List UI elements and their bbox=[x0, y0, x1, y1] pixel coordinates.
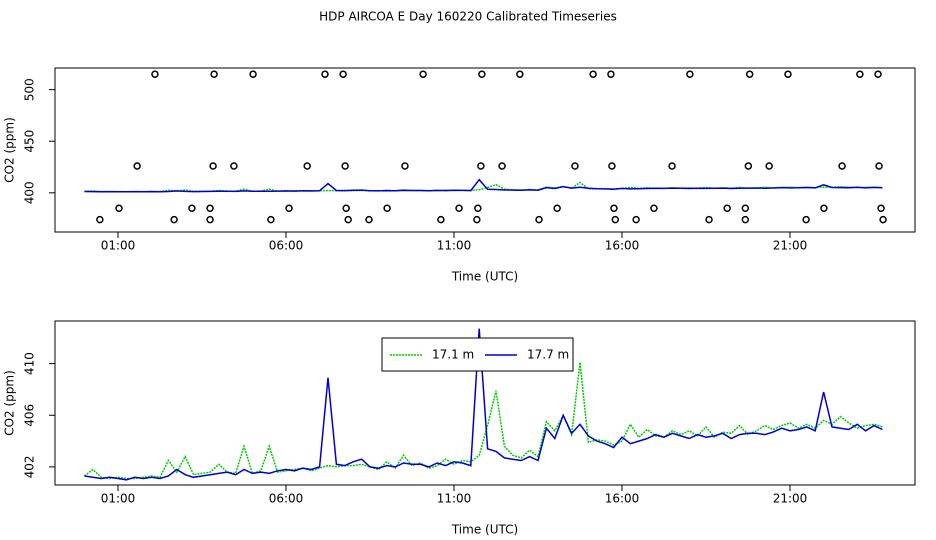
x-tick-label: 06:00 bbox=[269, 239, 304, 253]
point bbox=[611, 215, 620, 224]
point bbox=[838, 162, 846, 170]
point bbox=[477, 162, 485, 170]
point bbox=[210, 70, 218, 78]
y-tick-label: 500 bbox=[23, 78, 37, 101]
point bbox=[133, 162, 141, 170]
x-tick-label: 21:00 bbox=[773, 492, 808, 506]
point bbox=[875, 162, 883, 170]
point bbox=[206, 215, 214, 224]
point bbox=[249, 70, 257, 78]
line-series bbox=[84, 328, 883, 481]
x-tick-label: 06:00 bbox=[269, 492, 304, 506]
point bbox=[535, 215, 543, 224]
x-tick-label: 16:00 bbox=[605, 492, 640, 506]
plot-box bbox=[54, 320, 916, 486]
point bbox=[765, 162, 773, 170]
point bbox=[342, 204, 350, 213]
point bbox=[802, 215, 810, 224]
x-axis-label: Time (UTC) bbox=[451, 270, 518, 284]
x-tick-label: 21:00 bbox=[773, 239, 808, 253]
point bbox=[303, 162, 311, 170]
point bbox=[571, 162, 579, 170]
point bbox=[96, 215, 104, 224]
point bbox=[879, 215, 887, 224]
point bbox=[498, 162, 506, 170]
y-tick-label: 410 bbox=[23, 352, 37, 375]
point bbox=[607, 70, 615, 78]
chart-title: HDP AIRCOA E Day 160220 Calibrated Times… bbox=[319, 10, 617, 24]
y-tick-label: 402 bbox=[23, 455, 37, 478]
point bbox=[610, 204, 618, 213]
point bbox=[285, 204, 293, 213]
point bbox=[341, 162, 349, 170]
point bbox=[478, 70, 486, 78]
point bbox=[151, 70, 159, 78]
point bbox=[608, 162, 616, 170]
point bbox=[321, 70, 329, 78]
point bbox=[686, 70, 694, 78]
point bbox=[745, 70, 754, 78]
point bbox=[632, 215, 640, 224]
point bbox=[206, 204, 214, 213]
point bbox=[784, 70, 792, 78]
y-axis-label: CO2 (ppm) bbox=[3, 370, 17, 436]
y-tick-label: 450 bbox=[23, 130, 37, 153]
x-tick-label: 16:00 bbox=[605, 239, 640, 253]
point bbox=[650, 204, 658, 213]
point bbox=[437, 215, 445, 224]
x-tick-label: 01:00 bbox=[101, 492, 136, 506]
point bbox=[874, 70, 882, 78]
point bbox=[365, 215, 373, 224]
y-tick-label: 406 bbox=[23, 404, 37, 427]
point bbox=[705, 215, 713, 224]
y-tick-label: 400 bbox=[23, 181, 37, 204]
point bbox=[339, 70, 347, 78]
point bbox=[209, 162, 217, 170]
legend-label: 17.1 m bbox=[432, 348, 474, 362]
point bbox=[170, 215, 178, 224]
x-tick-label: 11:00 bbox=[437, 239, 472, 253]
x-tick-label: 01:00 bbox=[101, 239, 136, 253]
legend-label: 17.7 m bbox=[527, 348, 569, 362]
point bbox=[553, 204, 561, 213]
point bbox=[741, 215, 750, 224]
point bbox=[419, 70, 427, 78]
x-tick-label: 11:00 bbox=[437, 492, 472, 506]
y-axis-label: CO2 (ppm) bbox=[3, 117, 17, 183]
legend-box bbox=[381, 337, 574, 372]
point bbox=[267, 215, 275, 224]
point bbox=[741, 204, 750, 213]
plot-box bbox=[54, 67, 916, 233]
point bbox=[820, 204, 828, 213]
point bbox=[383, 204, 391, 213]
point bbox=[723, 204, 731, 213]
x-axis-label: Time (UTC) bbox=[451, 523, 518, 537]
point bbox=[115, 204, 123, 213]
point bbox=[589, 70, 597, 78]
point bbox=[455, 204, 463, 213]
point bbox=[188, 204, 196, 213]
point bbox=[744, 162, 753, 170]
point bbox=[856, 70, 864, 78]
point bbox=[516, 70, 524, 78]
point bbox=[474, 204, 482, 213]
point bbox=[344, 215, 352, 224]
line-series bbox=[84, 178, 883, 193]
point bbox=[401, 162, 409, 170]
point bbox=[668, 162, 676, 170]
point bbox=[473, 215, 481, 224]
point bbox=[230, 162, 238, 170]
point bbox=[877, 204, 885, 213]
